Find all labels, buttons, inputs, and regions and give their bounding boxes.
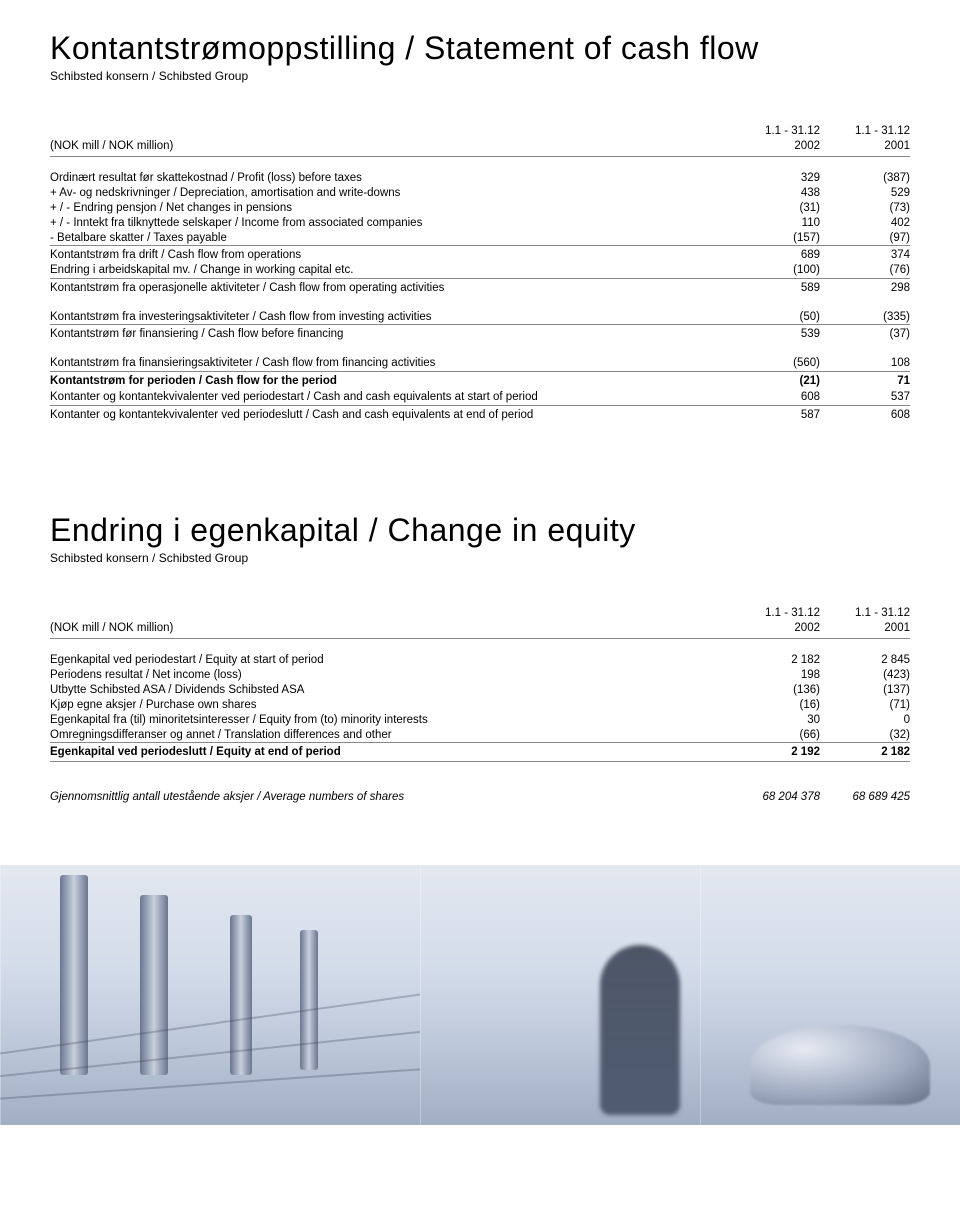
table-row: Endring i arbeidskapital mv. / Change in… (50, 263, 910, 279)
total-equity-end: Egenkapital ved periodeslutt / Equity at… (50, 743, 910, 762)
col-header-period2-top: 1.1 - 31.12 (820, 605, 910, 620)
table-row: - Betalbare skatter / Taxes payable (157… (50, 230, 910, 246)
col-header-period1-bot: 2002 (730, 620, 820, 638)
cashflow-table: 1.1 - 31.12 1.1 - 31.12 (NOK mill / NOK … (50, 123, 910, 422)
equity-table: 1.1 - 31.12 1.1 - 31.12 (NOK mill / NOK … (50, 605, 910, 805)
table-row: Kontanter og kontantekvivalenter ved per… (50, 390, 910, 406)
col-header-period2-top: 1.1 - 31.12 (820, 123, 910, 138)
col-header-period2-bot: 2001 (820, 138, 910, 156)
cashflow-title: Kontantstrømoppstilling / Statement of c… (50, 30, 910, 67)
table-row: Kontanter og kontantekvivalenter ved per… (50, 405, 910, 422)
table-row: Kontantstrøm fra finansieringsaktivitete… (50, 356, 910, 372)
table-row: + / - Endring pensjon / Net changes in p… (50, 200, 910, 215)
table-row: Periodens resultat / Net income (loss) 1… (50, 667, 910, 682)
table-row: Egenkapital ved periodestart / Equity at… (50, 652, 910, 667)
table-row: Ordinært resultat før skattekostnad / Pr… (50, 170, 910, 185)
equity-subtitle: Schibsted konsern / Schibsted Group (50, 551, 910, 565)
col-header-period1-bot: 2002 (730, 138, 820, 156)
table-row: Kontantstrøm fra investeringsaktiviteter… (50, 309, 910, 325)
table-row: Egenkapital fra (til) minoritetsinteress… (50, 712, 910, 727)
table-row: + / - Inntekt fra tilknyttede selskaper … (50, 215, 910, 230)
col-header-period1-top: 1.1 - 31.12 (730, 605, 820, 620)
equity-title: Endring i egenkapital / Change in equity (50, 512, 910, 549)
col-header-unit: (NOK mill / NOK million) (50, 138, 730, 156)
subtotal-operations: Kontantstrøm fra drift / Cash flow from … (50, 246, 910, 263)
subtotal-operating-activities: Kontantstrøm fra operasjonelle aktivitet… (50, 278, 910, 295)
col-header-period1-top: 1.1 - 31.12 (730, 123, 820, 138)
table-row: + Av- og nedskrivninger / Depreciation, … (50, 185, 910, 200)
total-period-cashflow: Kontantstrøm for perioden / Cash flow fo… (50, 371, 910, 390)
table-row: Omregningsdifferanser og annet / Transla… (50, 727, 910, 743)
decorative-photo (0, 865, 960, 1125)
col-header-period2-bot: 2001 (820, 620, 910, 638)
table-row: Utbytte Schibsted ASA / Dividends Schibs… (50, 682, 910, 697)
shares-outstanding-row: Gjennomsnittlig antall utestående aksjer… (50, 790, 910, 805)
col-header-unit: (NOK mill / NOK million) (50, 620, 730, 638)
cashflow-subtitle: Schibsted konsern / Schibsted Group (50, 69, 910, 83)
table-row: Kjøp egne aksjer / Purchase own shares (… (50, 697, 910, 712)
subtotal-before-financing: Kontantstrøm før finansiering / Cash flo… (50, 325, 910, 342)
